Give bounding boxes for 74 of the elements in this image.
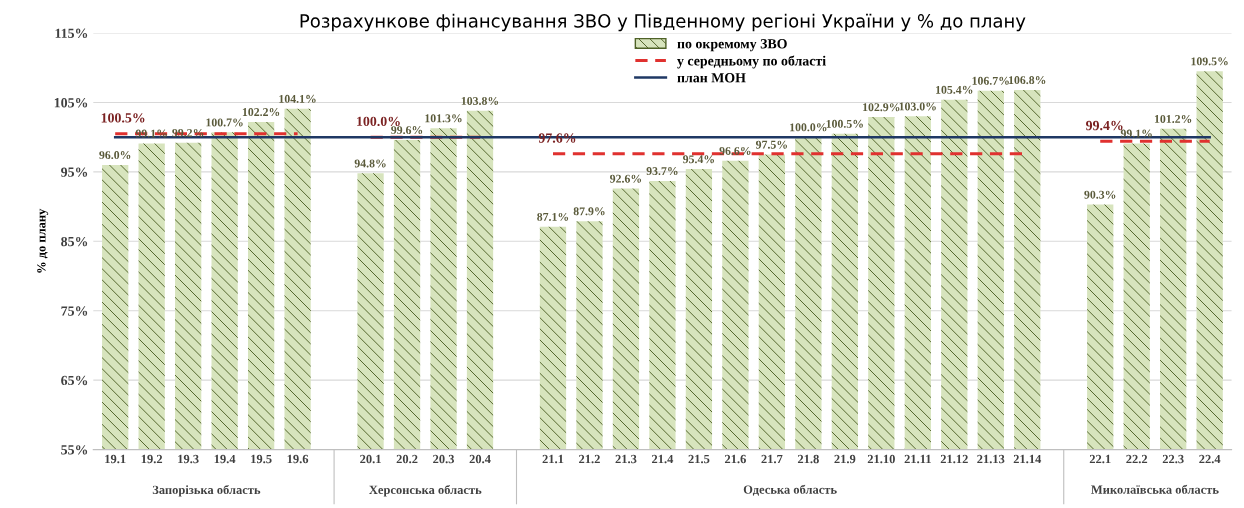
x-tick-label: 21.9 xyxy=(834,454,856,464)
y-tick-label: 55% xyxy=(61,445,88,455)
data-label: 99.6% xyxy=(391,126,423,135)
data-label: 100.5% xyxy=(101,113,145,123)
text: Миколаївська область xyxy=(1091,484,1219,494)
x-tick-label: 21.10 xyxy=(867,454,895,464)
x-tick-label: 19.1 xyxy=(105,454,126,464)
y-tick-label: 75% xyxy=(61,306,88,316)
legend-label: план МОН xyxy=(677,73,746,83)
x-tick-label: 21.11 xyxy=(904,454,931,464)
data-label: 103.0% xyxy=(899,102,936,111)
data-label: 95.4% xyxy=(683,155,715,164)
data-label: 96.0% xyxy=(99,151,131,160)
data-label: 87.1% xyxy=(537,212,569,221)
data-label: 101.3% xyxy=(425,114,462,123)
x-tick-label: 20.2 xyxy=(396,454,418,464)
y-tick-label: 85% xyxy=(61,236,88,247)
data-label: 96.6% xyxy=(719,146,751,155)
x-tick-label: 21.7 xyxy=(761,454,783,464)
data-label: 104.1% xyxy=(279,94,316,103)
x-tick-label: 20.1 xyxy=(360,454,381,464)
data-label: 106.7% xyxy=(972,76,1009,85)
x-tick-label: 19.3 xyxy=(178,454,199,464)
data-label: 94.8% xyxy=(354,159,386,168)
x-tick-label: 21.4 xyxy=(652,454,674,464)
x-tick-label: 21.3 xyxy=(615,454,637,464)
data-label: 87.9% xyxy=(573,207,605,216)
data-label: 99.1% xyxy=(1120,129,1152,138)
x-tick-label: 21.14 xyxy=(1013,454,1042,464)
legend-label: у середньому по області xyxy=(677,55,826,69)
data-label: 99.4% xyxy=(1086,120,1123,131)
data-label: 100.0% xyxy=(790,123,827,132)
x-tick-label: 21.1 xyxy=(542,454,564,464)
data-label: 97.6% xyxy=(538,133,576,143)
data-label: 93.7% xyxy=(646,167,678,176)
x-tick-label: 20.4 xyxy=(469,454,491,464)
chart-title: Розрахункове фінансування ЗВО у Південному регіоні України у % до плану xyxy=(300,13,1026,32)
x-tick-label: 19.5 xyxy=(251,454,272,464)
data-label: 92.6% xyxy=(610,174,642,183)
data-label: 103.8% xyxy=(461,96,499,105)
x-tick-label: 22.2 xyxy=(1126,454,1148,464)
x-tick-label: 21.13 xyxy=(977,454,1005,464)
data-label: 97.5% xyxy=(755,140,787,149)
text: Запорізька область xyxy=(152,484,261,497)
y-tick-label: 115% xyxy=(55,28,88,39)
x-tick-label: 22.4 xyxy=(1199,454,1221,464)
y-tick-label: 65% xyxy=(61,375,88,386)
data-label: 101.2% xyxy=(1154,114,1192,124)
y-axis-title: % до плану xyxy=(37,208,49,273)
x-tick-label: 21.5 xyxy=(688,454,710,464)
x-tick-label: 22.1 xyxy=(1089,454,1111,464)
data-label: 109.5% xyxy=(1191,57,1228,66)
x-tick-label: 21.8 xyxy=(797,454,819,464)
data-label: 100.7% xyxy=(206,118,243,127)
x-tick-label: 20.3 xyxy=(433,454,455,464)
data-label: 102.2% xyxy=(242,108,280,117)
x-tick-label: 22.3 xyxy=(1162,454,1184,464)
data-label: 105.4% xyxy=(936,85,973,94)
x-tick-label: 19.6 xyxy=(287,454,309,464)
data-label: 106.8% xyxy=(1009,76,1046,85)
legend-label: по окремому ЗВО xyxy=(677,39,787,52)
text: Херсонська область xyxy=(369,484,482,497)
x-tick-label: 19.4 xyxy=(214,454,236,464)
x-tick-label: 21.12 xyxy=(940,454,968,464)
x-tick-label: 21.6 xyxy=(724,454,746,464)
text: Одеська область xyxy=(743,484,837,496)
data-label: 102.9% xyxy=(863,103,900,112)
x-tick-label: 19.2 xyxy=(141,454,163,464)
data-label: 100.0% xyxy=(357,116,400,127)
x-tick-label: 21.2 xyxy=(579,454,600,464)
y-tick-label: 105% xyxy=(54,98,88,108)
y-tick-label: 95% xyxy=(61,167,88,177)
data-label: 100.5% xyxy=(826,119,863,128)
data-label: 90.3% xyxy=(1084,190,1116,199)
